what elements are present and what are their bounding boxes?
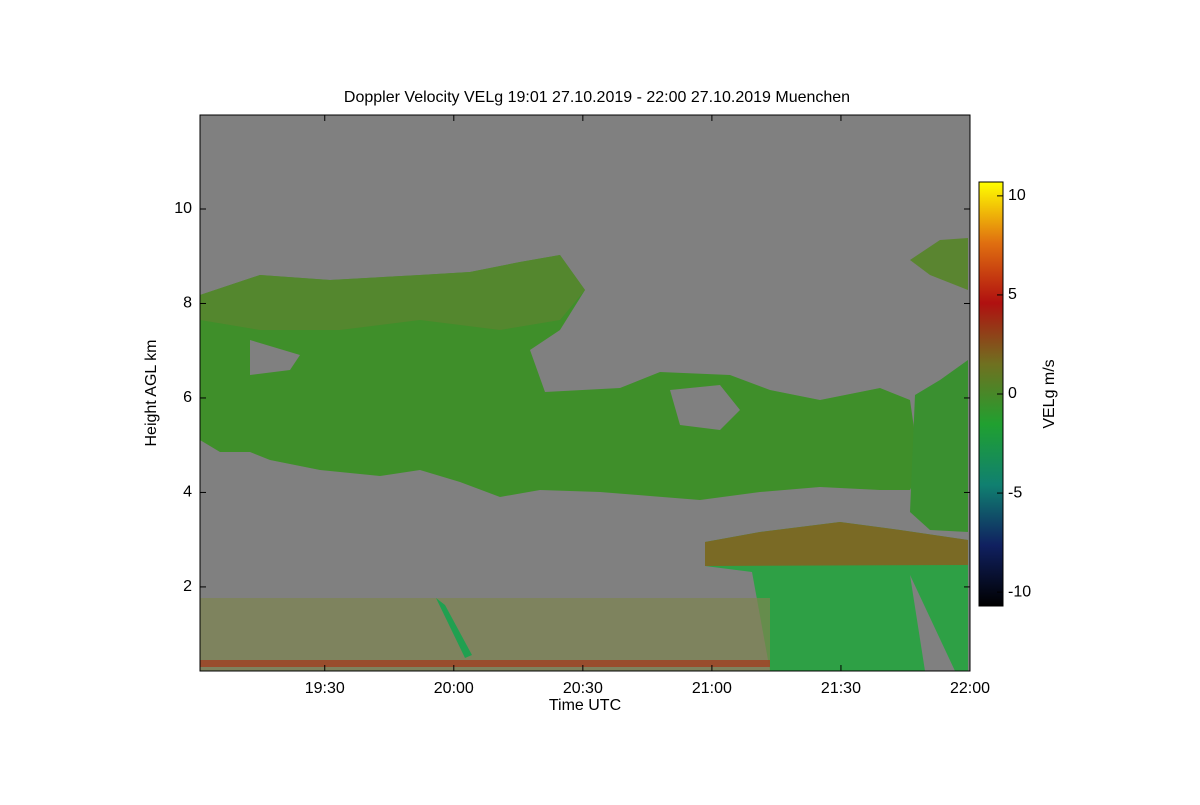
y-axis-label: Height AGL km [143, 339, 160, 446]
cloud-gap [250, 340, 300, 375]
cloud-top [200, 255, 585, 330]
boundary-layer [200, 598, 770, 671]
y-tick-label: 2 [183, 578, 192, 595]
melting-layer [705, 522, 968, 566]
colorbar-tick-label: 0 [1008, 385, 1017, 402]
x-tick-label: 21:30 [821, 680, 861, 697]
y-tick-label: 4 [183, 484, 192, 501]
colorbar-tick-label: -5 [1008, 484, 1022, 501]
colorbar-tick-label: -10 [1008, 583, 1031, 600]
x-tick-label: 22:00 [950, 680, 990, 697]
x-tick-label: 20:30 [563, 680, 603, 697]
cloud-patch [910, 238, 968, 290]
colorbar-tick-label: 10 [1008, 187, 1026, 204]
colorbar-tick-label: 5 [1008, 286, 1017, 303]
y-tick-label: 8 [183, 295, 192, 312]
x-tick-label: 20:00 [434, 680, 474, 697]
near-ground [200, 660, 770, 667]
x-axis-label: Time UTC [549, 697, 621, 714]
y-tick-label: 10 [174, 200, 192, 217]
plot-frame [199, 114, 971, 672]
cloud-gap [670, 385, 740, 430]
x-tick-label: 19:30 [305, 680, 345, 697]
y-tick-label: 6 [183, 389, 192, 406]
cloud-patch [910, 360, 968, 532]
fall-streak [436, 598, 472, 658]
velocity-field [200, 238, 968, 671]
chart-title: Doppler Velocity VELg 19:01 27.10.2019 -… [344, 89, 850, 106]
x-tick-label: 21:00 [692, 680, 732, 697]
colorbar-label: VELg m/s [1041, 359, 1058, 428]
